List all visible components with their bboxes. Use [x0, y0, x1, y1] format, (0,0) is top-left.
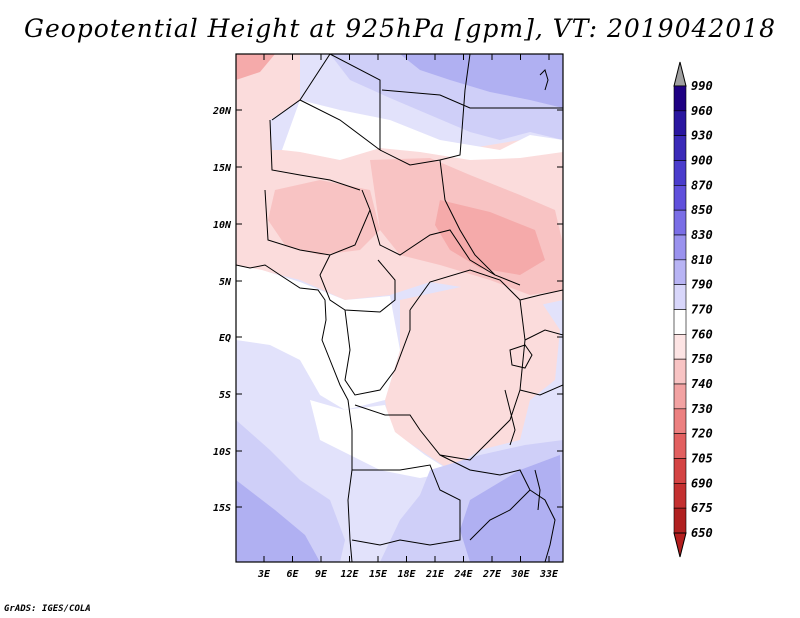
colorbar-label: 810 — [691, 253, 713, 267]
border-drc — [354, 269, 526, 461]
colorbar-arrow-bottom — [673, 532, 687, 558]
border-cameroon — [319, 254, 396, 313]
colorbar-swatch — [673, 309, 687, 335]
field-pink-west — [268, 180, 380, 255]
lon-label: 27E — [482, 569, 502, 580]
colorbar-label: 960 — [691, 104, 713, 118]
field-white-north — [282, 100, 563, 160]
lat-label: 20N — [212, 106, 232, 117]
border-car — [369, 209, 496, 276]
lat-label: 5S — [219, 390, 231, 401]
lon-label: 21E — [425, 569, 445, 580]
border-mozambique — [529, 489, 556, 562]
colorbar-label: 720 — [691, 427, 713, 441]
lat-label: 5N — [219, 277, 232, 288]
border-egypt-sudan — [381, 89, 563, 109]
colorbar-label: 790 — [691, 278, 713, 292]
colorbar-swatch — [673, 383, 687, 410]
lon-label: 12E — [340, 569, 359, 580]
colorbar-swatch — [673, 234, 687, 261]
map-title: Geopotential Height at 925hPa [gpm], VT:… — [23, 14, 777, 43]
lat-label: 15S — [213, 503, 231, 514]
border-congo — [344, 309, 411, 396]
lat-label: 10S — [213, 447, 231, 458]
border-angola — [351, 464, 461, 546]
colorbar-swatch — [673, 185, 687, 211]
lon-label: 9E — [315, 569, 328, 580]
colorbar-label: 690 — [691, 476, 713, 490]
colorbar-swatch — [673, 507, 687, 534]
longitude-axis: 3E 6E 9E 12E 15E 18E 21E 24E 27E 30E 33E — [257, 54, 559, 580]
border-sudan — [379, 54, 521, 286]
lon-label: 24E — [453, 569, 473, 580]
geopotential-field — [236, 54, 563, 562]
lon-label: 18E — [397, 569, 416, 580]
colorbar-arrow-top — [673, 61, 687, 87]
colorbar-label: 770 — [691, 303, 713, 317]
colorbar-label: 650 — [691, 526, 713, 540]
lake-victoria — [509, 344, 533, 369]
colorbar-swatch — [673, 209, 687, 236]
lake-malawi — [534, 469, 541, 511]
field-pink-nw-corner — [236, 54, 275, 80]
colorbar-swatch — [673, 259, 687, 285]
colorbar-swatch — [673, 284, 687, 310]
colorbar-label: 675 — [691, 501, 713, 515]
colorbar-label: 990 — [691, 79, 713, 93]
border-libya-chad — [299, 54, 381, 150]
coastline-west-africa — [236, 264, 353, 562]
colorbar-swatch — [673, 483, 687, 509]
grads-credit: GrADS: IGES/COLA — [4, 604, 91, 614]
colorbar-label: 740 — [691, 377, 713, 391]
lake-tanganyika — [504, 389, 516, 446]
colorbar-swatch — [673, 160, 687, 186]
colorbar-swatch — [673, 135, 687, 161]
latitude-axis: 20N 15N 10N 5N EQ 5S 10S 15S — [212, 106, 563, 514]
colorbar-label: 730 — [691, 402, 713, 416]
colorbar: 990 960 930 900 870 850 830 810 790 770 760 750 740 7… — [673, 61, 713, 558]
field-pink-lower — [385, 285, 560, 470]
colorbar-swatch — [673, 334, 687, 360]
colorbar-label: 760 — [691, 327, 713, 341]
colorbar-swatch — [673, 110, 687, 136]
colorbar-swatch — [673, 458, 687, 484]
colorbar-label: 850 — [691, 203, 713, 217]
border-niger — [269, 99, 381, 191]
map-frame — [235, 53, 564, 563]
lat-label: EQ — [219, 333, 231, 344]
border-east-africa — [519, 289, 563, 396]
field-white-south — [310, 400, 452, 478]
field-white-central — [236, 265, 400, 410]
colorbar-label: 750 — [691, 352, 713, 366]
colorbar-swatch — [673, 85, 687, 112]
colorbar-swatch — [673, 408, 687, 434]
colorbar-swatch — [673, 358, 687, 385]
lon-label: 30E — [510, 569, 530, 580]
coastline-red-sea — [539, 69, 549, 91]
colorbar-label: 830 — [691, 228, 713, 242]
colorbar-label: 930 — [691, 129, 713, 143]
lat-label: 15N — [213, 163, 232, 174]
colorbar-swatch — [673, 433, 687, 459]
field-blue-sw-core — [236, 480, 320, 562]
lon-label: 33E — [539, 569, 559, 580]
lat-label: 10N — [213, 220, 232, 231]
lon-label: 15E — [369, 569, 388, 580]
lon-label: 6E — [286, 569, 299, 580]
colorbar-label: 870 — [691, 178, 713, 192]
colorbar-label: 705 — [691, 452, 713, 466]
field-blue-ne — [400, 54, 563, 108]
colorbar-label: 900 — [691, 154, 713, 168]
country-borders — [236, 54, 563, 562]
field-pink-core — [435, 200, 545, 275]
border-zambia — [439, 454, 531, 541]
lon-label: 3E — [257, 569, 271, 580]
